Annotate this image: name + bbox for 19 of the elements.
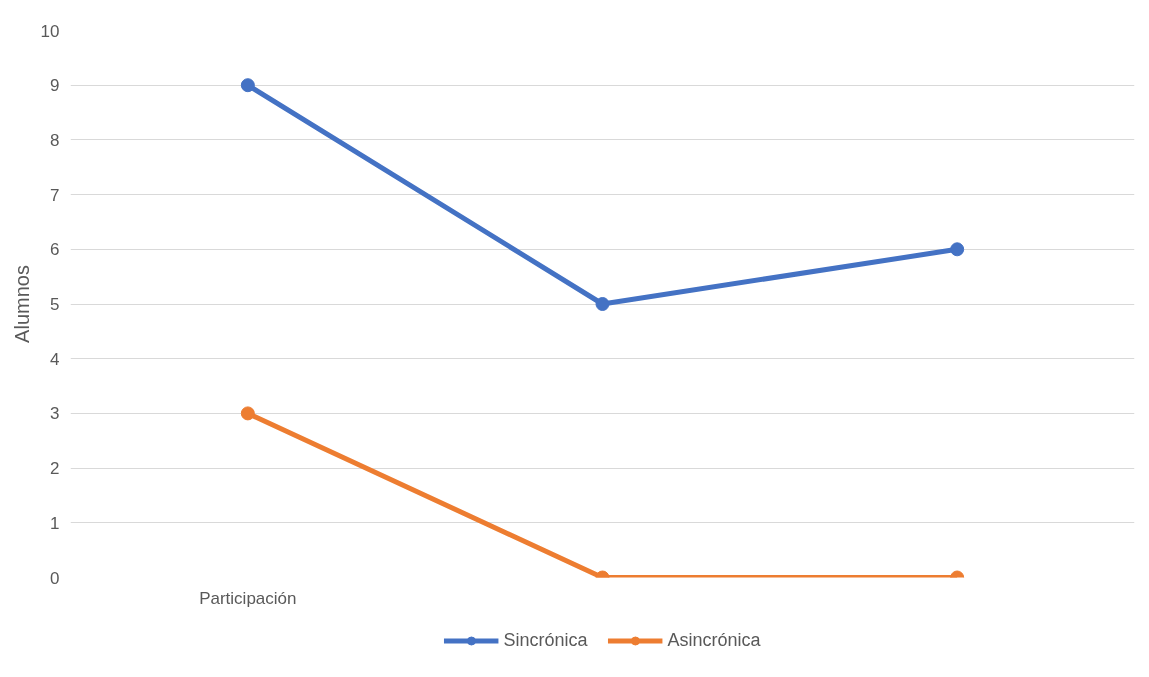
point <box>595 297 610 311</box>
y-tick-label: 10 <box>40 21 60 41</box>
y-tick-label: 7 <box>50 185 60 205</box>
y-tick-label: 2 <box>50 459 60 479</box>
y-tick-label: 0 <box>50 568 60 588</box>
point <box>240 78 255 93</box>
y-tick-label: 4 <box>50 349 60 369</box>
point <box>950 242 965 257</box>
legend-label: Asincrónica <box>667 629 761 651</box>
y-tick-label: 8 <box>50 130 60 150</box>
y-tick-label: 5 <box>50 295 60 314</box>
y-tick-label: 6 <box>50 240 60 260</box>
y-tick-label: 1 <box>50 513 60 533</box>
y-tick-label: 3 <box>50 404 60 424</box>
x-tick-label: Participación <box>199 588 297 608</box>
y-axis-title: Alumnos <box>10 265 33 343</box>
point <box>240 406 255 421</box>
legend-label: Sincrónica <box>503 629 588 651</box>
y-tick-label: 9 <box>50 76 60 96</box>
